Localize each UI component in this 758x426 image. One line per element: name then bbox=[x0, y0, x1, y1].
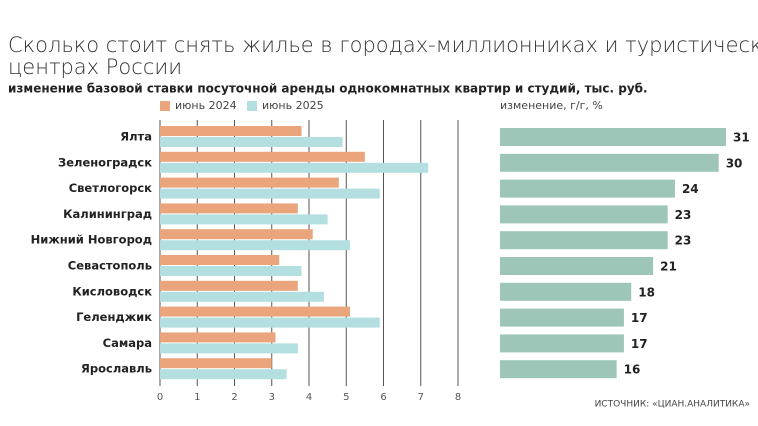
category-label: Ялта bbox=[120, 130, 152, 144]
x-tick-label: 7 bbox=[418, 392, 424, 403]
bar bbox=[160, 203, 298, 214]
right-panel-title: изменение, г/г, % bbox=[500, 99, 603, 112]
x-tick-label: 1 bbox=[194, 392, 200, 403]
x-tick-label: 8 bbox=[455, 392, 461, 403]
chart-subtitle: изменение базовой ставки посуточной арен… bbox=[8, 82, 648, 96]
bar bbox=[160, 266, 302, 276]
category-label: Севастополь bbox=[68, 259, 152, 273]
bar bbox=[500, 231, 668, 250]
bar bbox=[500, 179, 675, 198]
category-label: Калининград bbox=[63, 207, 152, 221]
bar bbox=[500, 128, 726, 146]
value-label: 23 bbox=[675, 208, 692, 222]
x-tick-label: 4 bbox=[306, 392, 312, 403]
legend-label: июнь 2024 bbox=[175, 99, 237, 112]
value-label: 23 bbox=[675, 234, 692, 248]
value-label: 17 bbox=[631, 337, 648, 351]
chart-title-line1: Сколько стоит снять жилье в городах-милл… bbox=[8, 33, 758, 57]
bar bbox=[500, 205, 668, 224]
category-label: Ярославль bbox=[81, 362, 152, 376]
legend-label: июнь 2025 bbox=[262, 99, 324, 112]
category-label: Геленджик bbox=[76, 310, 152, 324]
x-tick-label: 5 bbox=[343, 392, 349, 403]
bar bbox=[160, 229, 313, 240]
x-tick-label: 6 bbox=[380, 392, 386, 403]
bar bbox=[500, 257, 654, 275]
bar bbox=[160, 317, 380, 328]
bar bbox=[160, 306, 350, 317]
bar bbox=[500, 153, 719, 172]
bar bbox=[160, 151, 365, 162]
bar bbox=[160, 214, 328, 225]
x-tick-label: 2 bbox=[231, 392, 237, 403]
bar bbox=[160, 280, 298, 291]
category-label: Светлогорск bbox=[69, 181, 152, 195]
value-label: 17 bbox=[631, 311, 648, 325]
category-label: Нижний Новгород bbox=[31, 233, 152, 247]
bar bbox=[160, 162, 429, 173]
bar bbox=[160, 188, 380, 199]
bar bbox=[500, 308, 624, 327]
value-label: 16 bbox=[624, 363, 641, 377]
bar bbox=[160, 369, 287, 380]
bar bbox=[500, 334, 624, 353]
chart-title-line2: центрах России bbox=[8, 55, 182, 79]
bar bbox=[160, 291, 324, 302]
bar bbox=[160, 255, 280, 265]
category-label: Самара bbox=[103, 336, 152, 350]
source: ИСТОЧНИК: «ЦИАН.АНАЛИТИКА» bbox=[595, 400, 750, 410]
bar bbox=[160, 343, 298, 354]
category-label: Кисловодск bbox=[72, 284, 152, 298]
value-label: 21 bbox=[660, 260, 677, 274]
legend-swatch bbox=[247, 101, 257, 111]
bar bbox=[500, 282, 632, 301]
value-label: 24 bbox=[682, 182, 699, 196]
value-label: 18 bbox=[638, 285, 655, 299]
x-tick-label: 0 bbox=[157, 392, 163, 403]
value-label: 30 bbox=[726, 156, 743, 170]
bar bbox=[160, 177, 339, 188]
bar bbox=[500, 360, 617, 379]
value-label: 31 bbox=[733, 131, 750, 145]
bar bbox=[160, 126, 302, 136]
bar bbox=[160, 332, 276, 343]
legend-swatch bbox=[160, 101, 170, 111]
bar bbox=[160, 358, 272, 369]
x-tick-label: 3 bbox=[269, 392, 275, 403]
category-label: Зеленоградск bbox=[58, 155, 152, 169]
bar bbox=[160, 137, 343, 147]
bar bbox=[160, 240, 350, 251]
